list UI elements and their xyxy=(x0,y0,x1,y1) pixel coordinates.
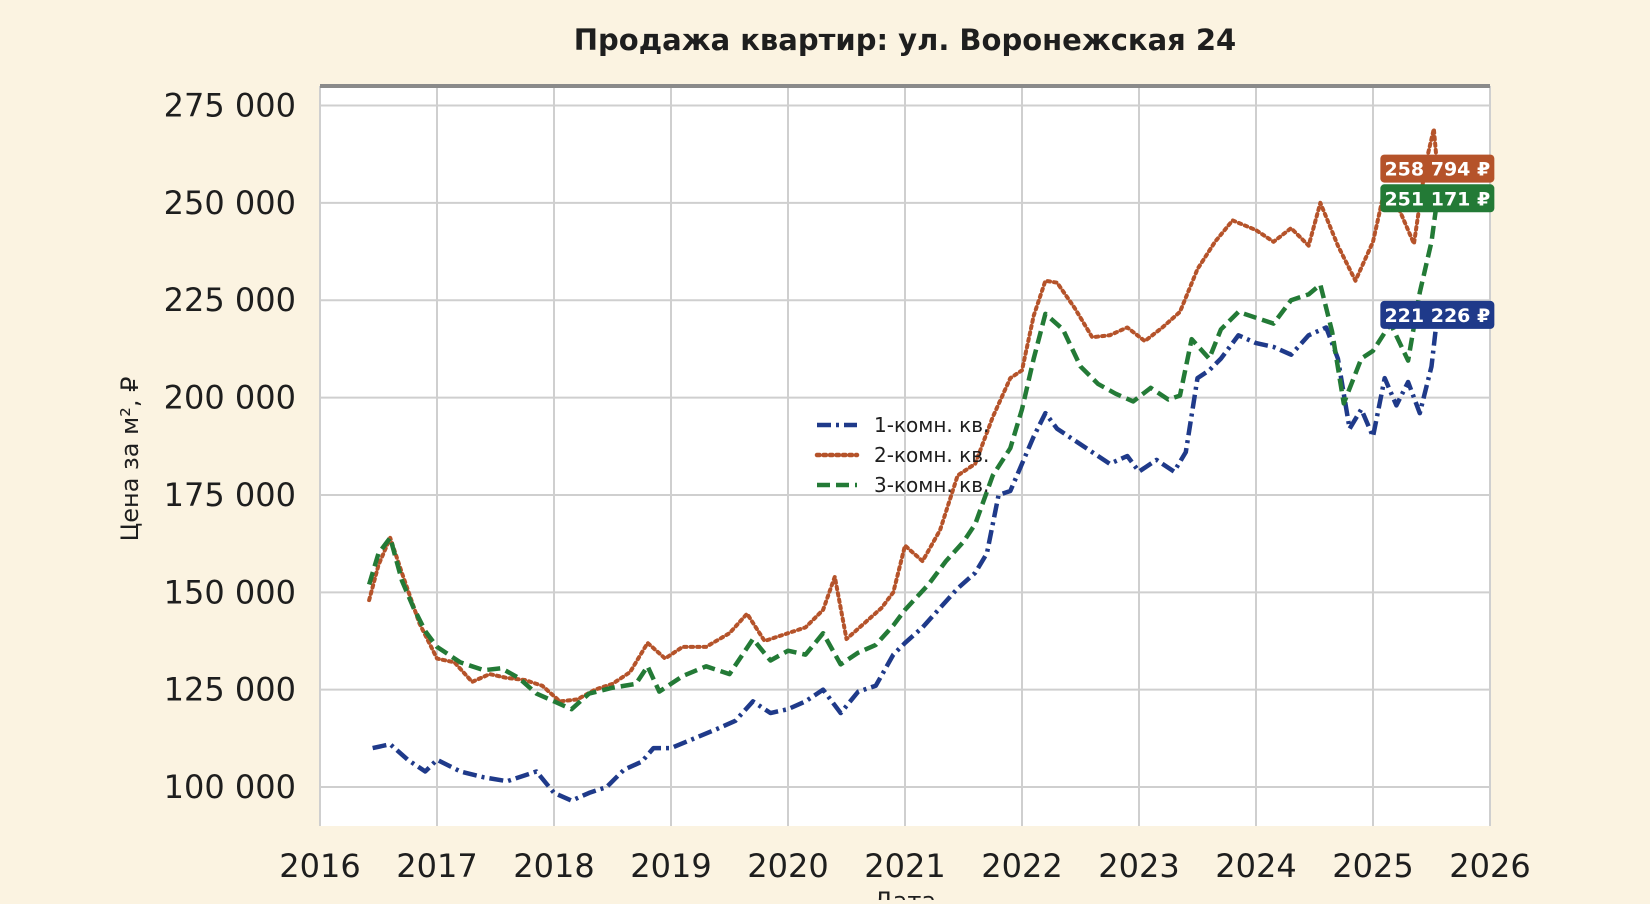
x-tick-label: 2023 xyxy=(1098,847,1179,885)
plot-area: 221 226 ₽ 258 794 ₽ 251 171 ₽ 1-комн. кв. 2… xyxy=(319,84,1495,826)
end-value-badge-bg xyxy=(1380,184,1495,213)
end-value-label: 251 171 ₽ xyxy=(1384,188,1490,210)
legend: 1-комн. кв. 2-комн. кв. 3-комн. кв. xyxy=(814,413,989,497)
x-tick-label: 2022 xyxy=(981,847,1062,885)
y-tick-label: 125 000 xyxy=(164,671,296,709)
x-tick-label: 2016 xyxy=(279,847,360,885)
x-tick-label: 2020 xyxy=(747,847,828,885)
legend-label: 2-комн. кв. xyxy=(874,443,989,467)
x-tick-label: 2019 xyxy=(630,847,711,885)
y-tick-label: 200 000 xyxy=(164,379,296,417)
x-tick-label: 2021 xyxy=(864,847,945,885)
x-tick-label: 2018 xyxy=(513,847,594,885)
end-value-label: 258 794 ₽ xyxy=(1384,159,1490,181)
chart-title: Продажа квартир: ул. Воронежская 24 xyxy=(574,23,1236,57)
y-tick-label: 175 000 xyxy=(164,476,296,514)
y-tick-label: 225 000 xyxy=(164,281,296,319)
legend-item-1: 1-комн. кв. xyxy=(817,413,989,437)
series-lines xyxy=(366,126,1440,803)
y-tick-label: 100 000 xyxy=(164,768,296,806)
x-tick-label: 2024 xyxy=(1215,847,1296,885)
series-line-2 xyxy=(367,126,1440,704)
x-tick-label: 2026 xyxy=(1449,847,1530,885)
series-line-1 xyxy=(372,314,1440,803)
end-value-label: 221 226 ₽ xyxy=(1384,305,1490,327)
y-tick-label: 250 000 xyxy=(164,184,296,222)
x-tick-label: 2025 xyxy=(1332,847,1413,885)
legend-item-3: 3-комн. кв. xyxy=(817,473,989,497)
y-axis-title: Цена за м², ₽ xyxy=(116,377,144,542)
x-axis-title: Дата xyxy=(874,887,936,900)
end-value-badge-2: 258 794 ₽ xyxy=(1380,154,1495,183)
end-value-badge-bg xyxy=(1380,300,1495,329)
x-tick-label: 2017 xyxy=(396,847,477,885)
y-tick-label: 275 000 xyxy=(164,86,296,124)
axes: 2016 2017 2018 2019 2020 2021 2022 2023 2024 2025… xyxy=(164,86,1531,885)
legend-label: 3-комн. кв. xyxy=(874,473,989,497)
y-tick-label: 150 000 xyxy=(164,573,296,611)
series-line-3 xyxy=(366,197,1440,712)
end-value-badge-3: 251 171 ₽ xyxy=(1380,184,1495,213)
end-value-badge-1: 221 226 ₽ xyxy=(1380,300,1495,329)
legend-label: 1-комн. кв. xyxy=(874,413,989,437)
legend-item-2: 2-комн. кв. xyxy=(814,443,989,467)
end-value-labels: 221 226 ₽ 258 794 ₽ 251 171 ₽ xyxy=(1380,154,1495,329)
end-value-badge-bg xyxy=(1380,154,1495,183)
